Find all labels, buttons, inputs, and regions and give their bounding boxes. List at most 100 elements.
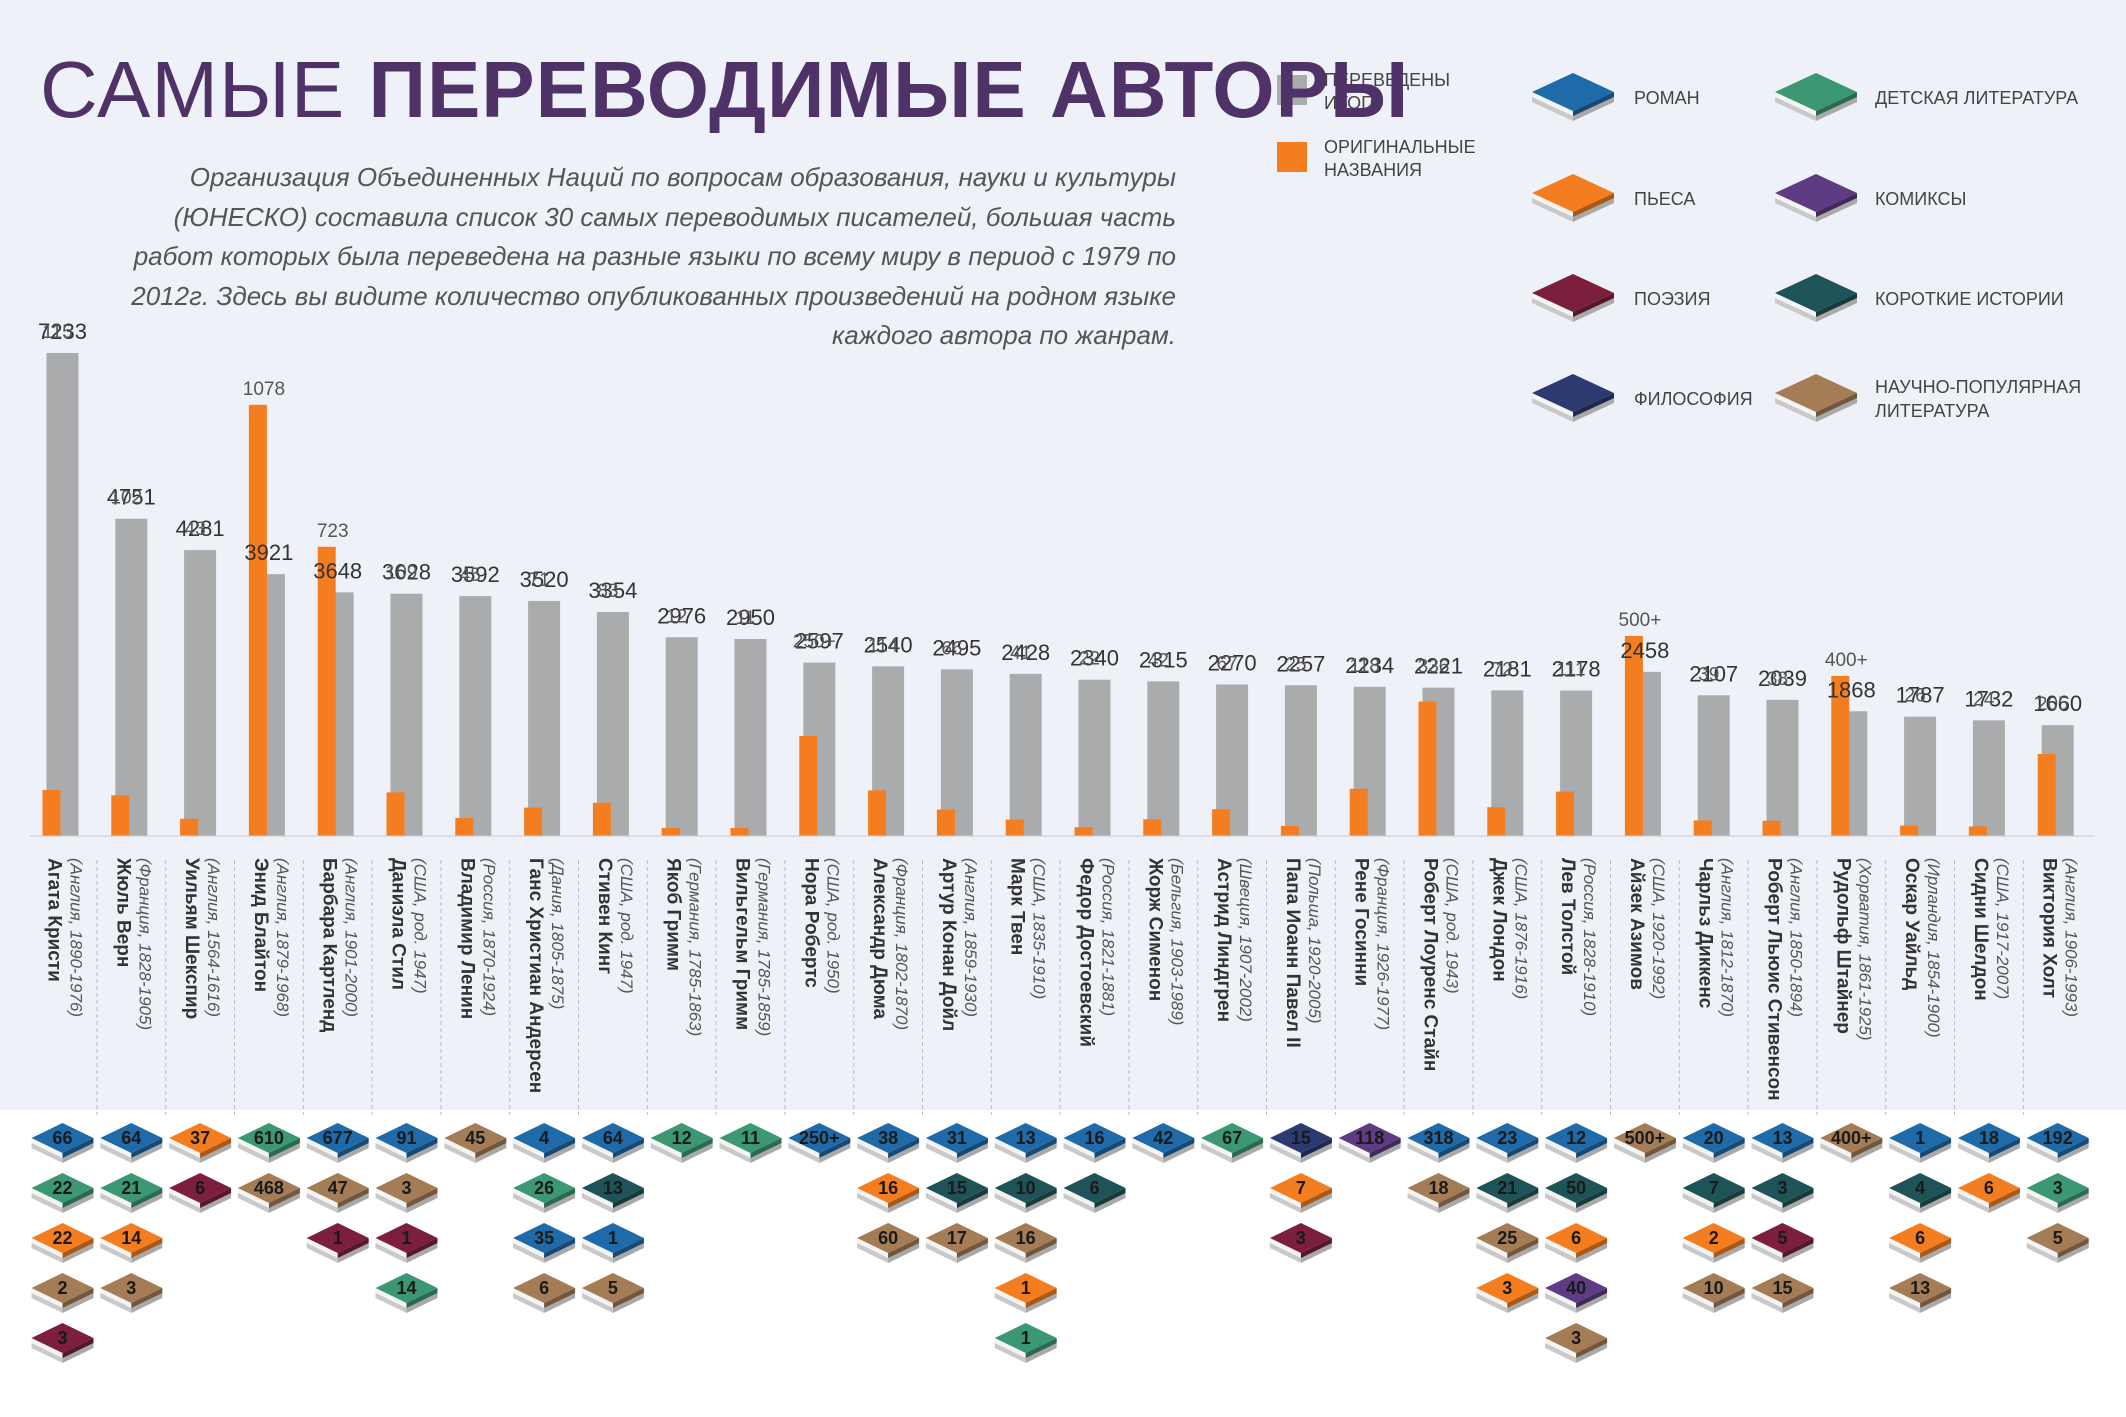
genre-book-14-2: 16 (994, 1223, 1057, 1263)
genre-book-22-3-page-edge (1545, 1288, 1577, 1308)
genre-book-10-0-spine (750, 1138, 782, 1158)
author-name-2: Уильям Шекспир (181, 858, 202, 1019)
genre-book-0-2: 22 (31, 1223, 94, 1263)
genre-book-3-0-pages-left (237, 1142, 269, 1163)
genre-book-14-2-page-edge (994, 1238, 1026, 1258)
genre-book-6-0-pages-left (444, 1142, 476, 1163)
genre-book-19-0-pages-right (1369, 1142, 1401, 1163)
author-info-26: (Хорватия, 1861-1925) (1855, 858, 1874, 1041)
bar-total-label-15: 2340 (1070, 646, 1119, 671)
genre-book-13-0-page-edge (925, 1138, 957, 1158)
genre-book-7-0-page-edge (513, 1138, 545, 1158)
genre-book-0-4-value: 3 (57, 1328, 67, 1348)
bar-original-3 (248, 404, 267, 836)
genre-book-2-1-pages-left (169, 1192, 201, 1213)
genre-book-7-3: 6 (513, 1273, 576, 1313)
genre-book-9-0: 12 (650, 1123, 713, 1163)
genre-book-4-2: 1 (306, 1223, 369, 1263)
genre-book-29-0-value: 192 (2043, 1128, 2073, 1148)
genre-book-14-0-page-edge (994, 1138, 1026, 1158)
genre-book-22-0-page-edge (1545, 1138, 1577, 1158)
genre-book-21-2-value: 25 (1497, 1228, 1517, 1248)
genre-book-18-0-value: 15 (1291, 1128, 1311, 1148)
genre-book-14-1-value: 10 (1016, 1178, 1036, 1198)
genre-book-5-2: 1 (375, 1223, 438, 1263)
genre-book-29-2: 5 (2026, 1223, 2089, 1263)
genre-book-3-0-spine (268, 1138, 300, 1158)
genre-book-23-0-value: 500+ (1625, 1128, 1666, 1148)
genre-book-14-2-spine (1025, 1238, 1057, 1258)
genre-book-1-2-pages-right (131, 1242, 163, 1263)
genre-book-21-2-pages-right (1507, 1242, 1539, 1263)
genre-book-4-2-pages-left (306, 1242, 338, 1263)
author-info-5: (США, род. 1947) (411, 858, 430, 994)
genre-book-10-0-page-edge (719, 1138, 751, 1158)
bar-original-10 (730, 828, 749, 836)
genre-book-1-3-pages-left (100, 1292, 132, 1313)
genre-book-1-1: 21 (100, 1173, 163, 1213)
legend-book-poetry-pages-right (1573, 297, 1614, 322)
genre-book-3-1-value: 468 (254, 1178, 284, 1198)
genre-book-14-1-spine (1025, 1188, 1057, 1208)
genre-book-19-0-value: 118 (1355, 1128, 1384, 1148)
genre-book-14-1-page-edge (994, 1188, 1026, 1208)
author-name-11: Нора Робертс (800, 858, 821, 988)
genre-book-0-2-pages-right (62, 1242, 94, 1263)
genre-book-4-2-pages-right (337, 1242, 369, 1263)
author-label-16: Жорж Сименон (Бельгия, 1903-1989) (1144, 857, 1186, 1025)
genre-book-24-2-pages-left (1682, 1242, 1714, 1263)
legend-book-play (1532, 174, 1614, 222)
genre-book-8-3-pages-right (612, 1292, 644, 1313)
background-top (0, 0, 2126, 1110)
background-bottom (0, 1110, 2126, 1417)
genre-book-1-0-value: 64 (121, 1128, 141, 1148)
genre-book-17-0-page-edge (1201, 1138, 1233, 1158)
genre-book-22-4-pages-right (1576, 1342, 1608, 1363)
genre-book-14-3-spine (1025, 1288, 1057, 1308)
genre-book-24-0-pages-left (1682, 1142, 1714, 1163)
author-name-19: Рене Госинни (1351, 858, 1372, 986)
genre-book-12-1-spine (888, 1188, 920, 1208)
genre-book-28-0-pages-left (1957, 1142, 1989, 1163)
legend-book-comics (1775, 174, 1857, 222)
genre-book-14-3: 1 (994, 1273, 1057, 1313)
genre-book-16-0-spine (1163, 1138, 1195, 1158)
genre-book-27-0: 1 (1889, 1123, 1952, 1163)
genre-book-25-3-pages-left (1751, 1292, 1783, 1313)
genre-book-6-0-page-edge (444, 1138, 476, 1158)
author-name-12: Александр Дюма (869, 858, 890, 1019)
genre-book-20-0-page-edge (1407, 1138, 1439, 1158)
bar-original-label-15: 22 (1079, 649, 1100, 670)
author-info-6: (Россия, 1870-1924) (479, 858, 498, 1016)
bar-total-label-29: 1660 (2033, 691, 2082, 716)
genre-book-4-0-pages-left (306, 1142, 338, 1163)
genre-book-24-3-pages-right (1713, 1292, 1745, 1313)
genre-book-13-2-pages-left (925, 1242, 957, 1263)
bar-original-label-23: 500+ (1619, 610, 1662, 631)
genre-book-3-1-pages-right (268, 1192, 300, 1213)
genre-book-27-2-spine (1920, 1238, 1952, 1258)
genre-book-24-1: 7 (1682, 1173, 1745, 1213)
author-label-3: Энид Блайтон (Англия, 1879-1968) (250, 858, 292, 1017)
genre-book-24-1-pages-right (1713, 1192, 1745, 1213)
genre-book-7-1-pages-right (544, 1192, 576, 1213)
legend-book-poetry (1532, 274, 1614, 322)
genre-book-22-4-value: 3 (1571, 1328, 1581, 1348)
genre-book-5-1-spine (406, 1188, 438, 1208)
genre-book-8-0: 64 (581, 1123, 644, 1163)
genre-book-21-3-pages-left (1476, 1292, 1508, 1313)
genre-book-1-2-value: 14 (121, 1228, 141, 1248)
legend-book-poetry-pages-left (1532, 297, 1573, 322)
genre-book-27-0-page-edge (1889, 1138, 1921, 1158)
genre-book-14-4-pages-right (1025, 1342, 1057, 1363)
genre-book-29-2-spine (2057, 1238, 2089, 1258)
author-info-14: (США, 1835-1910) (1030, 858, 1049, 999)
genre-book-22-3: 40 (1545, 1273, 1608, 1313)
genre-book-20-1-pages-right (1438, 1192, 1470, 1213)
genre-book-24-3-page-edge (1682, 1288, 1714, 1308)
genre-book-5-0-pages-left (375, 1142, 407, 1163)
bar-total-label-10: 2950 (726, 605, 775, 630)
genre-book-15-0-spine (1094, 1138, 1126, 1158)
bar-total-label-4: 3648 (313, 558, 362, 583)
genre-book-25-1-pages-right (1782, 1192, 1814, 1213)
